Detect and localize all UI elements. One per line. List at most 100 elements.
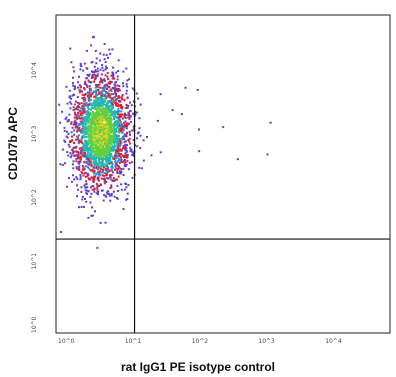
event-dot xyxy=(94,69,97,72)
event-dot xyxy=(98,129,101,131)
event-dot xyxy=(104,74,107,77)
event-dot xyxy=(84,103,87,106)
event-dot xyxy=(123,159,126,162)
event-dot xyxy=(117,127,120,130)
event-dot xyxy=(79,157,82,160)
event-dot xyxy=(109,81,112,84)
event-dot xyxy=(94,140,97,143)
event-dot xyxy=(81,135,84,138)
event-dot xyxy=(93,169,96,172)
event-dot xyxy=(124,107,127,109)
event-dot xyxy=(76,195,78,198)
event-dot xyxy=(67,154,70,157)
event-dot xyxy=(98,109,101,112)
event-dot xyxy=(87,146,90,149)
event-dot xyxy=(123,115,126,118)
event-dot xyxy=(91,144,94,147)
event-dot xyxy=(269,121,272,124)
event-dot xyxy=(129,142,132,145)
event-dot xyxy=(130,120,133,123)
event-dot xyxy=(78,115,81,118)
event-dot xyxy=(95,103,98,106)
x-tick-label: 10^2 xyxy=(192,338,209,345)
event-dot xyxy=(114,153,117,156)
event-dot xyxy=(120,170,123,173)
event-dot xyxy=(78,142,81,145)
event-dot xyxy=(103,166,105,169)
event-dot xyxy=(85,49,88,52)
event-dot xyxy=(93,80,96,83)
event-dot xyxy=(125,114,128,117)
event-dot xyxy=(90,165,93,168)
event-dot xyxy=(78,103,81,106)
event-dot xyxy=(102,122,105,125)
event-dot xyxy=(130,161,133,164)
event-dot xyxy=(83,149,86,152)
event-dot xyxy=(109,131,112,134)
event-dot xyxy=(71,139,74,142)
event-dot xyxy=(68,145,71,148)
event-dot xyxy=(97,191,99,194)
event-dot xyxy=(120,96,123,99)
event-dot xyxy=(84,148,87,150)
event-dot xyxy=(85,130,88,133)
event-dot xyxy=(77,150,80,153)
event-dot xyxy=(125,89,128,92)
event-dot xyxy=(110,146,113,149)
event-dot xyxy=(104,112,107,115)
event-dot xyxy=(113,195,116,198)
event-dot xyxy=(76,127,79,130)
event-dot xyxy=(117,100,120,103)
event-dot xyxy=(103,114,106,116)
event-dot xyxy=(125,104,128,106)
event-dot xyxy=(131,151,134,154)
event-dot xyxy=(110,129,113,132)
event-dot xyxy=(97,111,100,114)
event-dot xyxy=(73,85,76,88)
event-dot xyxy=(79,147,82,150)
event-dot xyxy=(124,148,127,151)
event-dot xyxy=(83,105,86,108)
event-dot xyxy=(98,59,101,62)
event-dot xyxy=(127,114,130,117)
event-dot xyxy=(73,178,76,181)
event-dot xyxy=(90,134,93,137)
event-dot xyxy=(118,131,121,134)
event-dot xyxy=(78,106,80,109)
event-dot xyxy=(127,140,130,143)
event-dot xyxy=(96,67,99,70)
event-dot xyxy=(91,115,94,118)
event-dot xyxy=(112,118,115,121)
event-dot xyxy=(115,167,118,170)
event-dot xyxy=(79,110,82,113)
event-dot xyxy=(89,129,92,132)
event-dot xyxy=(132,152,135,155)
event-dot xyxy=(115,178,118,181)
event-dot xyxy=(95,94,98,97)
event-dot xyxy=(128,117,131,120)
event-dot xyxy=(102,101,104,104)
event-dot xyxy=(108,162,111,165)
event-dot xyxy=(107,170,110,172)
event-dot xyxy=(131,176,134,179)
event-dot xyxy=(79,62,82,65)
event-dot xyxy=(108,89,111,92)
event-dot xyxy=(198,128,200,131)
event-dot xyxy=(82,122,85,125)
event-dot xyxy=(91,155,94,158)
event-dot xyxy=(112,135,115,138)
event-dot xyxy=(110,148,112,151)
event-dot xyxy=(82,166,85,169)
event-dot xyxy=(88,99,91,102)
event-dot xyxy=(63,139,66,142)
event-dot xyxy=(89,117,91,120)
event-dot xyxy=(84,146,87,149)
event-dot xyxy=(101,189,104,192)
event-dot xyxy=(84,135,87,138)
event-dot xyxy=(96,73,99,76)
event-dot xyxy=(75,116,77,119)
event-dot xyxy=(101,109,103,112)
event-dot xyxy=(127,122,130,125)
event-dot xyxy=(90,139,93,142)
event-dot xyxy=(114,149,117,152)
